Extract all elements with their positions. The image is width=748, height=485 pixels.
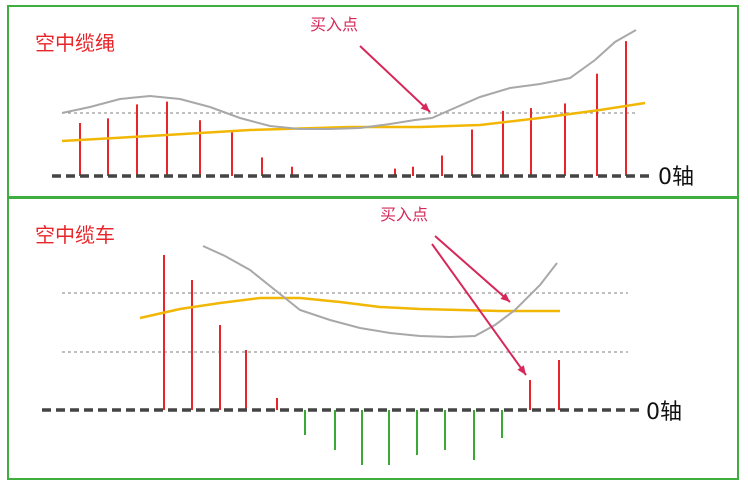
price-line — [202, 245, 558, 339]
moving-average-line — [61, 101, 646, 143]
arrow-head — [517, 365, 526, 375]
arrow-head — [420, 102, 430, 112]
panel-title: 空中缆车 — [35, 223, 115, 247]
price-line — [61, 29, 637, 130]
moving-average-line — [139, 296, 560, 320]
buy-point-arrow — [434, 235, 511, 303]
buy-point-label: 买入点 — [310, 15, 358, 34]
arrow-head — [500, 292, 510, 302]
panel-cable: 空中缆绳 — [7, 5, 739, 198]
buy-point-arrow — [431, 243, 527, 376]
panel-cable-car: 空中缆车 — [7, 197, 739, 480]
buy-point-arrow — [359, 45, 431, 113]
buy-point-label: 买入点 — [380, 205, 428, 224]
zero-axis-label: 0轴 — [646, 400, 682, 425]
panel-title: 空中缆绳 — [35, 31, 115, 55]
zero-axis-label: 0轴 — [658, 165, 694, 190]
